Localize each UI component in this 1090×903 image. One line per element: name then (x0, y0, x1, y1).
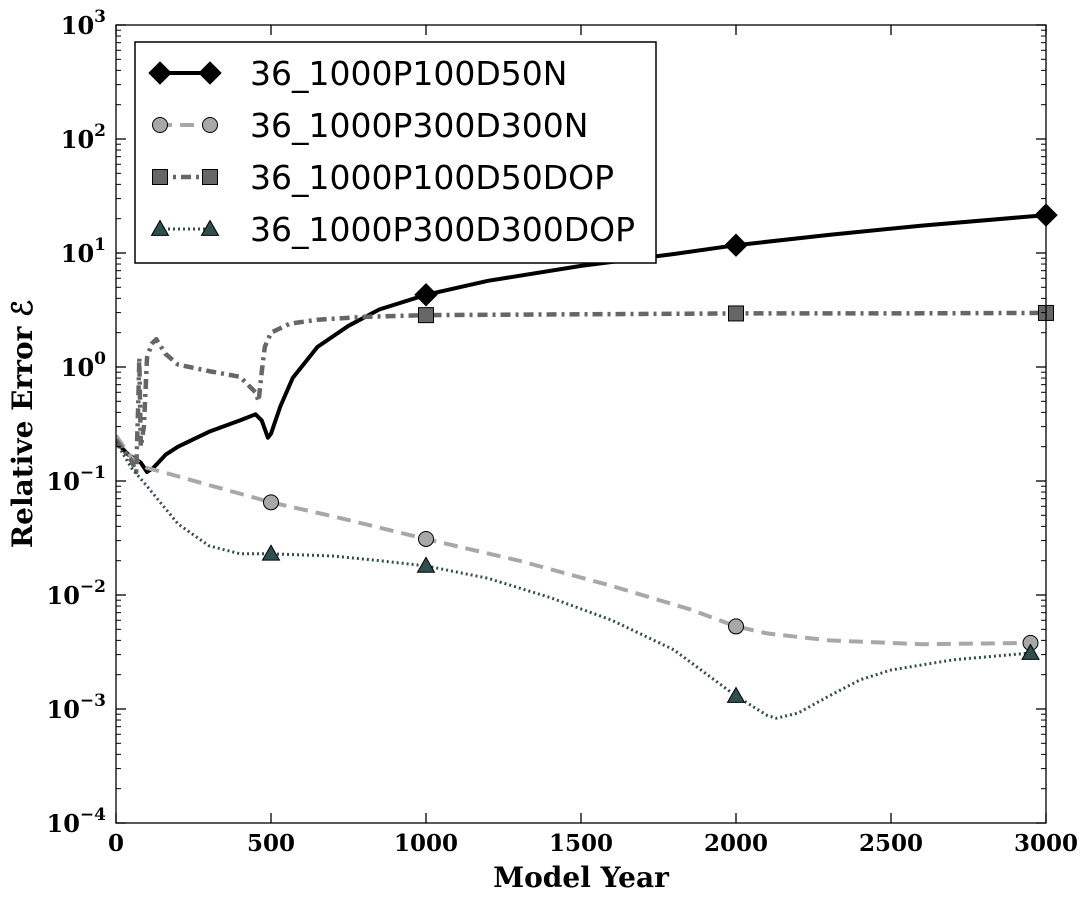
series-1-diamond-marker (724, 233, 748, 257)
series-line-2 (116, 434, 1031, 647)
series-2-circle-marker (263, 494, 279, 511)
series-2-circle-marker (728, 618, 744, 635)
legend-label-1: 36_1000P100D50N (250, 54, 567, 93)
series-line-4 (116, 441, 1031, 720)
x-tick-label: 2000 (704, 830, 768, 857)
y-tick-label: 102 (61, 121, 106, 154)
y-tick-label: 10−2 (47, 577, 106, 610)
series-2-circle-marker (418, 530, 434, 547)
marker-layer (261, 203, 1058, 703)
y-tick-label: 10−1 (47, 463, 106, 496)
legend-label-3: 36_1000P100D50DOP (250, 158, 614, 197)
y-tick-label: 100 (61, 349, 106, 382)
series-4-triangle-marker (261, 544, 281, 561)
legend-diamond-marker-right (198, 61, 222, 85)
legend-square-marker-left (152, 169, 168, 185)
x-tick-label: 3000 (1014, 830, 1078, 857)
legend-triangle-marker-left (150, 219, 170, 236)
series-layer (116, 213, 1046, 720)
series-3-square-marker (728, 305, 744, 322)
y-axis-title: Relative Error ℰ (6, 300, 39, 548)
legend: 36_1000P100D50N 36_1000P300D300N 36_1000P1… (134, 41, 657, 264)
legend-diamond-marker-left (148, 61, 172, 85)
x-tick-label: 1000 (394, 830, 458, 857)
legend-circle-marker-left (152, 117, 168, 133)
legend-triangle-marker-right (200, 219, 220, 236)
y-tick-label: 103 (61, 7, 106, 40)
y-tick-label: 10−3 (47, 691, 106, 724)
series-4-triangle-marker (726, 686, 746, 703)
y-tick-label: 101 (61, 235, 106, 268)
x-tick-label: 0 (108, 830, 124, 857)
series-4-triangle-marker (1021, 643, 1040, 660)
legend-label-2: 36_1000P300D300N (250, 106, 588, 145)
x-tick-label: 1500 (549, 830, 613, 857)
series-1-diamond-marker (414, 283, 438, 307)
x-tick-label: 2500 (859, 830, 923, 857)
y-tick-label: 10−4 (47, 805, 107, 838)
legend-box (134, 41, 657, 264)
x-axis-title: Model Year (493, 861, 670, 894)
legend-label-4: 36_1000P300D300DOP (250, 210, 635, 249)
series-line-3 (116, 310, 1046, 475)
legend-square-marker-right (202, 169, 218, 185)
x-tick-label: 500 (247, 830, 295, 857)
series-3-square-marker (418, 307, 434, 324)
series-line-1 (116, 213, 1046, 474)
tick-layer: 0 500 1000 1500 2000 2500 3000 10−4 10−3 10−2 10−1… (47, 7, 1078, 857)
legend-circle-marker-right (202, 117, 218, 133)
series-4-triangle-marker (416, 556, 436, 573)
